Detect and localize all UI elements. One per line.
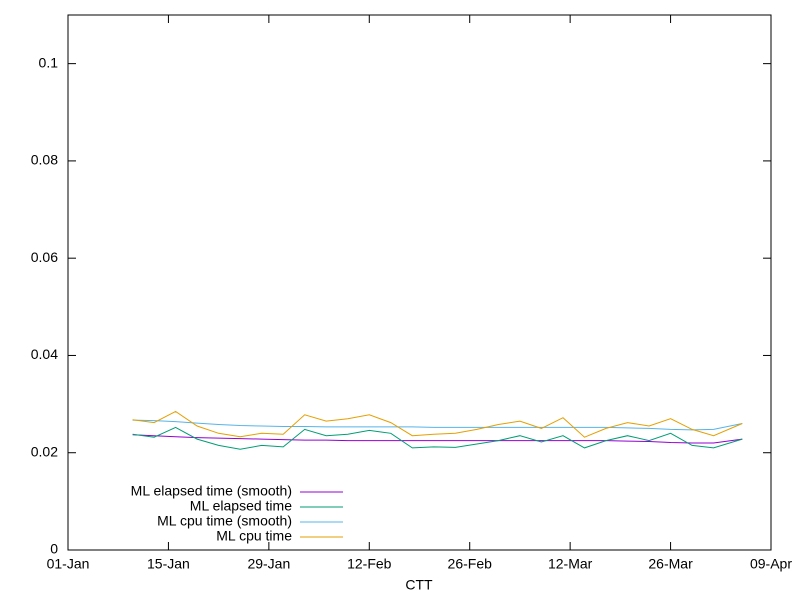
- y-tick-label: 0: [50, 541, 58, 557]
- series-line: [132, 434, 743, 444]
- x-tick-label: 26-Mar: [648, 556, 693, 572]
- x-tick-label: 12-Mar: [548, 556, 593, 572]
- plot-frame: [67, 14, 772, 551]
- series-line: [132, 410, 743, 438]
- legend-label: ML cpu time (smooth): [157, 513, 292, 529]
- y-tick-label: 0.02: [31, 443, 58, 459]
- x-tick-label: 15-Jan: [147, 556, 190, 572]
- y-tick-label: 0.08: [31, 152, 58, 168]
- x-axis-label: CTT: [405, 577, 433, 593]
- y-tick-label: 0.06: [31, 249, 58, 265]
- x-tick-label: 01-Jan: [47, 556, 90, 572]
- y-tick-label: 0.1: [39, 54, 59, 70]
- y-tick-label: 0.04: [31, 346, 58, 362]
- x-tick-label: 29-Jan: [247, 556, 290, 572]
- x-tick-label: 12-Feb: [347, 556, 392, 572]
- x-tick-label: 26-Feb: [448, 556, 493, 572]
- legend-label: ML elapsed time: [190, 498, 292, 514]
- series-line: [132, 426, 743, 450]
- legend-label: ML elapsed time (smooth): [131, 483, 292, 499]
- series-line: [132, 419, 743, 431]
- x-tick-label: 09-Apr: [750, 556, 792, 572]
- legend-label: ML cpu time: [216, 528, 292, 544]
